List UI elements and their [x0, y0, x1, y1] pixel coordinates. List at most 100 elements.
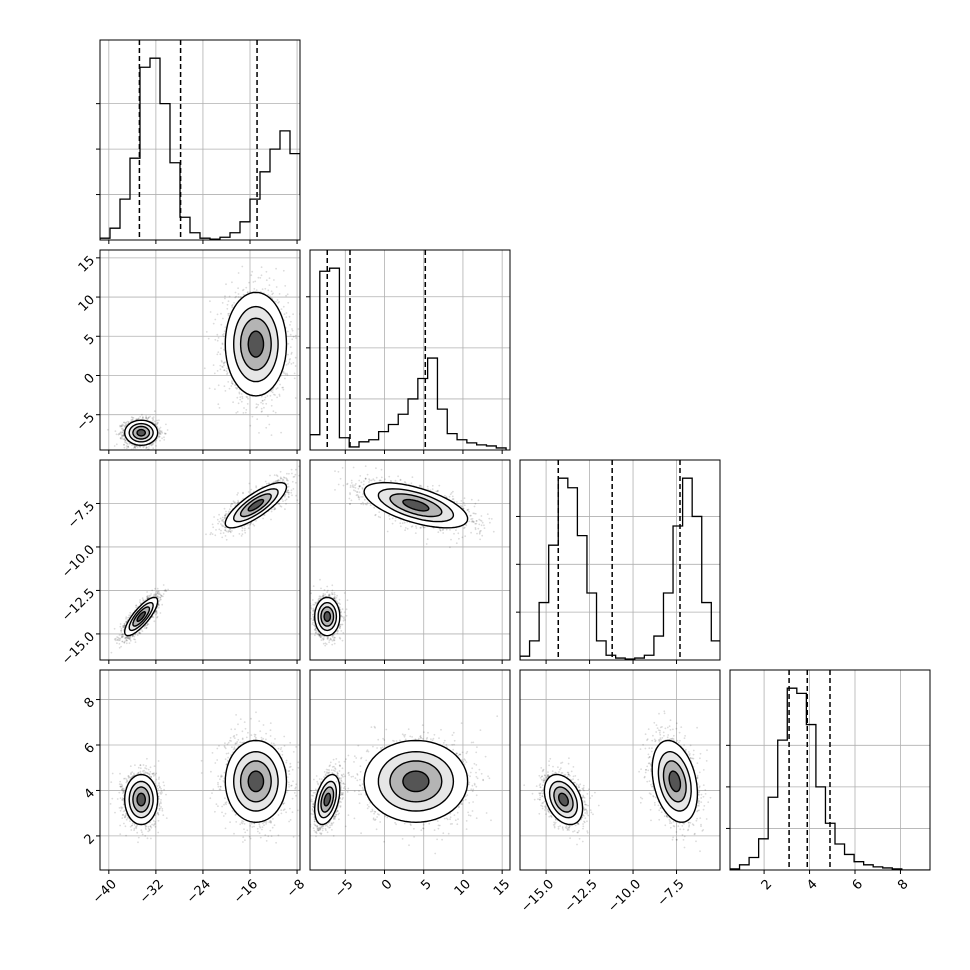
data-point: [214, 338, 217, 341]
data-point: [260, 411, 263, 413]
data-point: [161, 432, 164, 434]
data-point: [261, 410, 263, 413]
data-point: [290, 353, 293, 355]
data-point: [214, 318, 217, 321]
data-point: [120, 431, 123, 433]
data-point: [209, 311, 212, 313]
data-point: [271, 389, 274, 391]
data-point: [149, 415, 151, 418]
data-point: [164, 589, 167, 592]
data-point: [230, 381, 233, 384]
data-point: [157, 590, 159, 593]
data-point: [246, 403, 249, 405]
data-point: [125, 617, 127, 620]
data-point: [145, 627, 147, 630]
data-point: [283, 372, 286, 375]
data-point: [221, 342, 224, 345]
data-point: [141, 413, 143, 416]
data-point: [242, 288, 245, 291]
data-point: [282, 370, 285, 373]
panel-frame: [99, 249, 301, 451]
data-point: [226, 367, 229, 370]
data-point: [146, 624, 149, 627]
data-point: [124, 439, 126, 441]
data-point: [293, 377, 296, 380]
data-point: [123, 444, 125, 446]
data-point: [118, 634, 121, 636]
data-point: [231, 281, 233, 284]
data-point: [161, 603, 164, 606]
data-point: [121, 436, 123, 439]
data-point: [283, 319, 286, 322]
data-point: [239, 296, 242, 299]
data-point: [242, 412, 245, 414]
data-point: [134, 447, 137, 450]
data-point: [216, 313, 219, 316]
data-point: [267, 294, 270, 296]
panel-frame: [729, 669, 931, 871]
data-point: [159, 432, 161, 435]
data-point: [152, 416, 155, 418]
data-point: [276, 387, 279, 389]
data-point: [128, 442, 131, 445]
data-point: [291, 329, 294, 332]
data-point: [121, 431, 124, 434]
data-point: [158, 432, 161, 434]
data-point: [122, 424, 125, 427]
data-point: [158, 419, 160, 422]
data-point: [152, 447, 155, 450]
data-point: [123, 641, 126, 644]
data-point: [226, 307, 229, 310]
data-point: [127, 445, 129, 448]
data-point: [246, 396, 249, 399]
data-point: [239, 398, 242, 401]
data-point: [138, 632, 141, 635]
data-point: [131, 635, 134, 637]
data-point: [125, 445, 128, 447]
data-point: [281, 386, 284, 389]
data-point: [224, 297, 226, 300]
data-point: [288, 359, 291, 361]
data-point: [156, 422, 159, 424]
data-point: [209, 300, 211, 303]
data-point: [129, 614, 132, 617]
data-point: [120, 424, 123, 427]
data-point: [124, 439, 127, 442]
data-point: [159, 439, 161, 442]
data-point: [151, 442, 153, 445]
data-point: [247, 397, 249, 400]
data-point: [126, 420, 129, 423]
data-point: [290, 320, 292, 323]
data-point: [231, 383, 234, 385]
data-point: [143, 599, 145, 602]
data-point: [275, 388, 278, 390]
data-point: [126, 637, 129, 640]
data-point: [158, 592, 161, 595]
data-point: [227, 314, 230, 317]
histogram-step: [730, 687, 930, 870]
data-point: [275, 300, 277, 303]
data-point: [132, 447, 135, 450]
data-point: [294, 365, 297, 367]
data-point: [270, 290, 273, 293]
data-point: [163, 439, 166, 441]
data-point: [130, 418, 133, 421]
density-contour: [247, 330, 265, 358]
panel-frame: [309, 249, 511, 451]
data-point: [231, 380, 233, 383]
data-point: [145, 416, 148, 419]
data-point: [123, 443, 125, 446]
data-point: [257, 276, 260, 279]
data-point: [139, 632, 142, 635]
data-point: [145, 415, 147, 417]
data-point: [129, 636, 132, 639]
data-point: [125, 620, 128, 623]
panel-plot-area: [730, 670, 930, 870]
data-point: [135, 445, 138, 447]
data-point: [125, 442, 128, 445]
data-point: [221, 302, 224, 304]
data-point: [155, 445, 157, 447]
data-point: [119, 437, 122, 440]
data-point: [258, 432, 260, 434]
data-point: [157, 436, 160, 438]
